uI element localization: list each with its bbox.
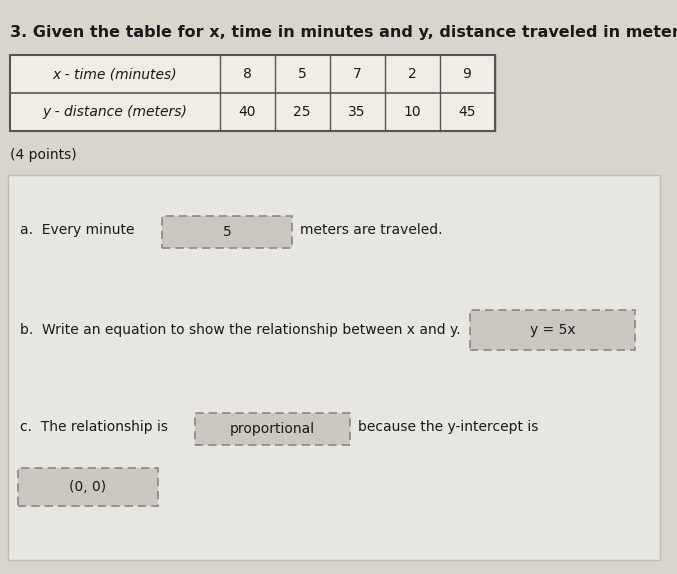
- Text: 35: 35: [348, 105, 366, 119]
- Text: 9: 9: [462, 67, 471, 81]
- Bar: [8, 175, 660, 560]
- Bar: [162, 216, 292, 248]
- Bar: [470, 310, 635, 350]
- Text: 40: 40: [238, 105, 256, 119]
- Text: 45: 45: [458, 105, 476, 119]
- Text: 3. Given the table for x, time in minutes and y, distance traveled in meters:: 3. Given the table for x, time in minute…: [10, 25, 677, 40]
- Text: 10: 10: [403, 105, 421, 119]
- Bar: [195, 413, 350, 445]
- Text: because the y-intercept is: because the y-intercept is: [358, 420, 538, 434]
- Bar: [195, 413, 350, 445]
- Text: (4 points): (4 points): [10, 148, 77, 162]
- Text: 5: 5: [298, 67, 307, 81]
- Text: 5: 5: [223, 225, 232, 239]
- Bar: [162, 216, 292, 248]
- Bar: [18, 468, 158, 506]
- Text: 2: 2: [408, 67, 416, 81]
- Text: x - time (minutes): x - time (minutes): [53, 67, 177, 81]
- Text: proportional: proportional: [230, 422, 315, 436]
- Text: b.  Write an equation to show the relationship between x and y.: b. Write an equation to show the relatio…: [20, 323, 460, 337]
- Text: meters are traveled.: meters are traveled.: [300, 223, 443, 237]
- Text: (0, 0): (0, 0): [70, 480, 106, 494]
- Text: 25: 25: [293, 105, 311, 119]
- Bar: [10, 55, 495, 131]
- Text: a.  Every minute: a. Every minute: [20, 223, 135, 237]
- Text: 8: 8: [242, 67, 251, 81]
- Text: 7: 7: [353, 67, 362, 81]
- Bar: [18, 468, 158, 506]
- Text: c.  The relationship is: c. The relationship is: [20, 420, 168, 434]
- Text: y = 5x: y = 5x: [529, 323, 575, 337]
- Text: y - distance (meters): y - distance (meters): [43, 105, 188, 119]
- Bar: [470, 310, 635, 350]
